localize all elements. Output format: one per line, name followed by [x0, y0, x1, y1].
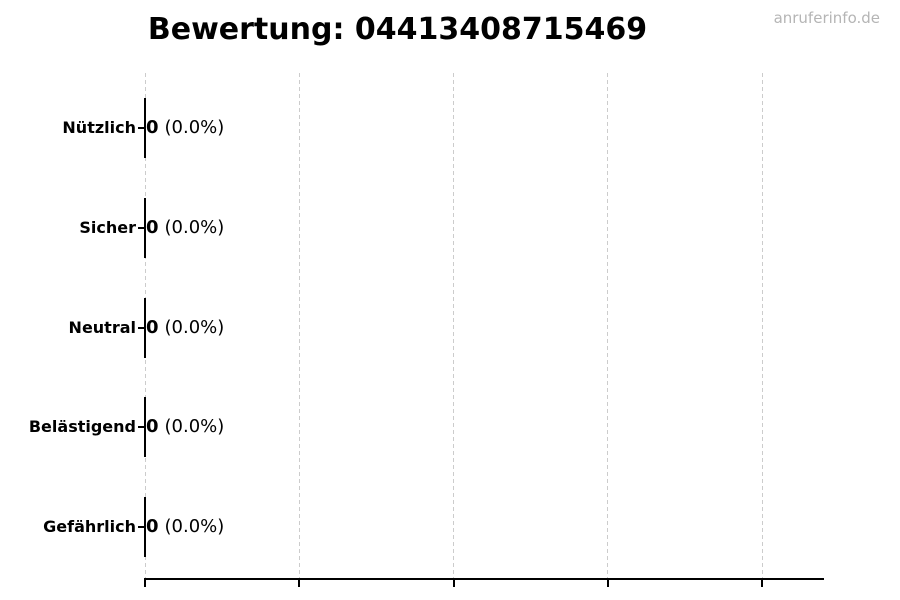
value-count: 0 — [146, 117, 159, 138]
value-count: 0 — [146, 217, 159, 238]
value-count: 0 — [146, 416, 159, 437]
y-axis-tick — [138, 426, 145, 428]
x-gridline — [453, 73, 454, 579]
bar-belaestigend — [144, 397, 146, 457]
x-gridline — [298, 73, 300, 579]
x-axis-tick — [144, 579, 146, 587]
x-axis-tick — [298, 579, 301, 587]
x-axis-tick — [761, 579, 763, 587]
bar-nuetzlich — [144, 98, 146, 158]
bar-value-label-gefaehrlich: 0 (0.0%) — [146, 514, 224, 540]
value-count: 0 — [146, 516, 159, 537]
bar-gefaehrlich — [144, 497, 146, 557]
value-percent: (0.0%) — [164, 317, 225, 338]
y-axis-tick — [138, 327, 145, 329]
y-axis-tick — [138, 526, 145, 528]
bar-sicher — [144, 198, 146, 258]
bar-value-label-neutral: 0 (0.0%) — [146, 315, 224, 341]
x-gridline — [607, 73, 609, 579]
category-label-belaestigend: Belästigend — [28, 417, 136, 436]
watermark-text: anruferinfo.de — [773, 9, 880, 27]
value-percent: (0.0%) — [164, 416, 225, 437]
category-label-gefaehrlich: Gefährlich — [43, 517, 136, 536]
bar-value-label-belaestigend: 0 (0.0%) — [146, 414, 224, 440]
category-label-sicher: Sicher — [79, 218, 136, 237]
chart-title: Bewertung: 04413408715469 — [147, 12, 648, 47]
x-gridline — [761, 73, 763, 579]
x-axis-tick — [606, 579, 609, 587]
bar-value-label-sicher: 0 (0.0%) — [146, 215, 224, 241]
value-percent: (0.0%) — [164, 516, 225, 537]
bar-neutral — [144, 298, 146, 358]
x-axis-tick — [452, 579, 455, 587]
x-axis-line — [144, 577, 824, 580]
category-label-neutral: Neutral — [68, 318, 136, 337]
value-percent: (0.0%) — [164, 217, 225, 238]
bar-value-label-nuetzlich: 0 (0.0%) — [146, 115, 224, 141]
y-axis-tick — [138, 127, 145, 129]
value-count: 0 — [146, 317, 159, 338]
value-percent: (0.0%) — [164, 117, 225, 138]
y-axis-tick — [138, 227, 145, 229]
category-label-nuetzlich: Nützlich — [62, 118, 136, 137]
